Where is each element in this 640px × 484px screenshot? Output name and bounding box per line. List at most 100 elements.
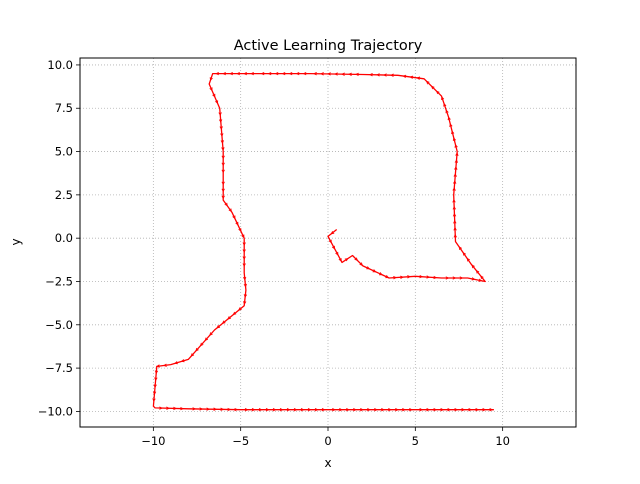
- trajectory-arrow: [243, 71, 247, 76]
- trajectory-arrow: [452, 198, 456, 203]
- trajectory-arrow: [435, 90, 440, 95]
- trajectory-arrow: [385, 275, 390, 279]
- trajectory-arrow: [454, 165, 458, 170]
- y-tick-label: 7.5: [55, 101, 73, 115]
- trajectory-arrow: [220, 140, 224, 145]
- trajectory-arrow: [471, 277, 476, 281]
- trajectory-arrow: [360, 408, 364, 412]
- trajectory-arrow: [466, 257, 470, 262]
- trajectory-arrow: [426, 408, 431, 412]
- trajectory-arrow: [227, 316, 231, 320]
- x-tick-label: 10: [495, 434, 510, 448]
- trajectory-arrow: [388, 408, 392, 412]
- trajectory-arrow: [332, 408, 336, 412]
- trajectory-arrow: [433, 275, 438, 280]
- x-axis-label: x: [324, 456, 331, 470]
- trajectory-arrow: [216, 325, 221, 329]
- trajectory-arrow: [213, 407, 218, 411]
- trajectory-arrow: [221, 195, 225, 200]
- trajectory-arrow: [480, 275, 484, 280]
- trajectory-arrow: [250, 71, 254, 76]
- trajectory-arrow: [338, 258, 342, 262]
- trajectory-arrow: [353, 408, 357, 412]
- trajectory-arrow: [331, 245, 336, 250]
- trajectory-arrow: [242, 249, 246, 254]
- y-tick-label: 0.0: [55, 231, 73, 245]
- trajectory-arrow: [267, 71, 272, 76]
- trajectory-arrow: [459, 276, 464, 280]
- trajectory-arrow: [340, 72, 345, 76]
- trajectory-arrow: [232, 311, 237, 316]
- trajectory-arrow: [242, 263, 246, 268]
- y-axis-label: y: [9, 238, 23, 245]
- trajectory-arrow: [425, 80, 430, 85]
- trajectory-arrow: [453, 172, 457, 177]
- y-tick-label: −2.5: [45, 274, 73, 288]
- trajectory-arrow: [221, 188, 225, 193]
- trajectory-arrow: [220, 133, 224, 137]
- trajectory-arrow: [224, 202, 228, 207]
- trajectory-arrow: [243, 301, 247, 306]
- trajectory-arrow: [443, 102, 447, 107]
- trajectory-arrow: [374, 408, 378, 412]
- trajectory-arrow: [458, 246, 462, 250]
- trajectory-arrow: [367, 408, 371, 412]
- trajectory-arrow: [319, 72, 324, 76]
- trajectory-arrow: [453, 233, 457, 238]
- trajectory-arrow: [375, 73, 380, 77]
- trajectory-arrow: [461, 408, 466, 412]
- trajectory-arrow: [152, 398, 156, 403]
- trajectory-arrow: [180, 359, 185, 363]
- trajectory-arrow: [402, 408, 406, 412]
- trajectory-arrow: [295, 71, 300, 76]
- trajectory-arrow: [441, 96, 445, 101]
- trajectory-arrow: [243, 294, 248, 299]
- trajectory-arrow: [354, 72, 359, 77]
- trajectory-arrow: [237, 307, 242, 311]
- trajectory-arrow: [454, 159, 458, 163]
- trajectory-arrow: [272, 408, 277, 412]
- trajectory-arrow: [221, 320, 226, 324]
- trajectory-arrow: [300, 408, 305, 412]
- trajectory-series: [152, 71, 494, 412]
- trajectory-arrow: [236, 71, 240, 76]
- trajectory-arrow: [471, 264, 475, 269]
- trajectory-arrow: [166, 406, 171, 410]
- trajectory-arrow: [447, 116, 451, 121]
- trajectory-arrow: [281, 71, 286, 76]
- trajectory-arrow: [339, 408, 343, 412]
- trajectory-arrow: [192, 407, 197, 411]
- trajectory-arrow: [288, 71, 293, 76]
- trajectory-arrow: [333, 72, 338, 76]
- trajectory-arrow: [154, 377, 158, 382]
- trajectory-arrow: [215, 100, 219, 105]
- trajectory-arrow: [454, 408, 459, 412]
- trajectory-arrow: [430, 85, 435, 90]
- trajectory-arrow: [468, 408, 473, 412]
- trajectory-arrow: [452, 186, 456, 191]
- trajectory-arrow: [389, 73, 394, 77]
- trajectory-arrow: [400, 275, 405, 279]
- trajectory-arrow: [451, 130, 455, 135]
- trajectory-arrow: [243, 283, 247, 288]
- trajectory-arrow: [447, 408, 452, 412]
- trajectory-arrow: [219, 126, 223, 131]
- trajectory-arrow: [445, 276, 450, 280]
- trajectory-arrow: [274, 71, 279, 76]
- trajectory-arrow: [206, 407, 211, 411]
- trajectory-arrow: [229, 71, 233, 76]
- trajectory-arrow: [209, 87, 213, 92]
- trajectory-line: [152, 72, 494, 411]
- trajectory-arrow: [241, 234, 245, 239]
- trajectory-arrow: [321, 408, 326, 412]
- trajectory-arrow: [221, 155, 225, 160]
- trajectory-arrow: [368, 73, 373, 77]
- trajectory-arrow: [409, 408, 413, 412]
- trajectory-arrow: [238, 228, 242, 233]
- trajectory-arrow: [258, 408, 263, 412]
- trajectory-arrow: [409, 75, 414, 79]
- trajectory-arrow: [416, 76, 421, 80]
- trajectory-arrow: [452, 137, 457, 141]
- trajectory-arrow: [190, 353, 195, 357]
